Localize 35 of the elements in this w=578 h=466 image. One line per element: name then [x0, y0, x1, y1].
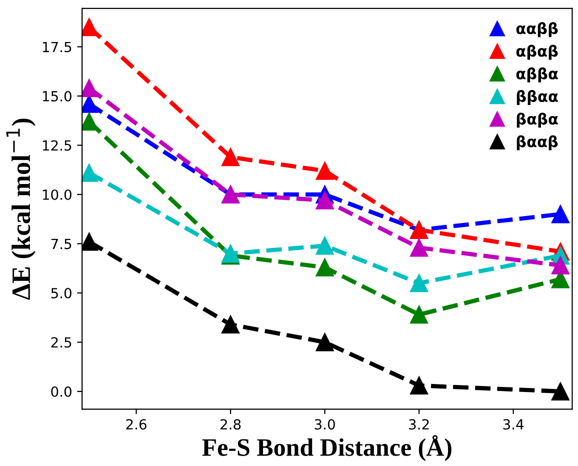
x-axis-title: Fe-S Bond Distance (Å): [202, 435, 452, 462]
legend-label: ββαα: [516, 90, 558, 106]
legend-label: βαβα: [516, 112, 558, 128]
x-tick-label: 3.0: [314, 419, 335, 430]
y-tick-label: 12.5: [42, 140, 72, 151]
legend-label: βααβ: [516, 135, 558, 150]
point: [316, 236, 334, 255]
point: [410, 376, 428, 395]
y-tick-label: 17.5: [42, 42, 72, 52]
point: [410, 306, 428, 324]
y-tick-label: 5.0: [51, 288, 72, 298]
point: [222, 315, 240, 334]
point: [551, 205, 570, 224]
x-tick-label: 3.2: [409, 419, 429, 430]
x-tick-label: 2.6: [126, 419, 146, 430]
x-tick-label: 2.8: [220, 419, 241, 430]
point: [316, 333, 334, 352]
y-tick-label: 7.5: [51, 238, 72, 250]
point: [316, 191, 334, 210]
y-tick-label: 10.0: [42, 189, 72, 200]
point: [551, 256, 570, 274]
point: [316, 162, 334, 180]
legend-label: αββα: [516, 67, 558, 82]
y-tick-label: 0.0: [51, 386, 72, 397]
y-tick-label: 15.0: [42, 90, 72, 102]
point: [551, 382, 570, 400]
point: [316, 258, 334, 276]
point: [222, 148, 240, 166]
y-axis-title: ΔE (kcal mol$^{−1}$): [6, 118, 36, 300]
x-tick-label: 3.4: [503, 419, 524, 430]
legend-label: αβαβ: [516, 44, 558, 60]
y-tick-label: 2.5: [51, 337, 72, 348]
point: [410, 238, 428, 257]
legend-label: ααββ: [516, 22, 558, 38]
point: [410, 274, 428, 292]
